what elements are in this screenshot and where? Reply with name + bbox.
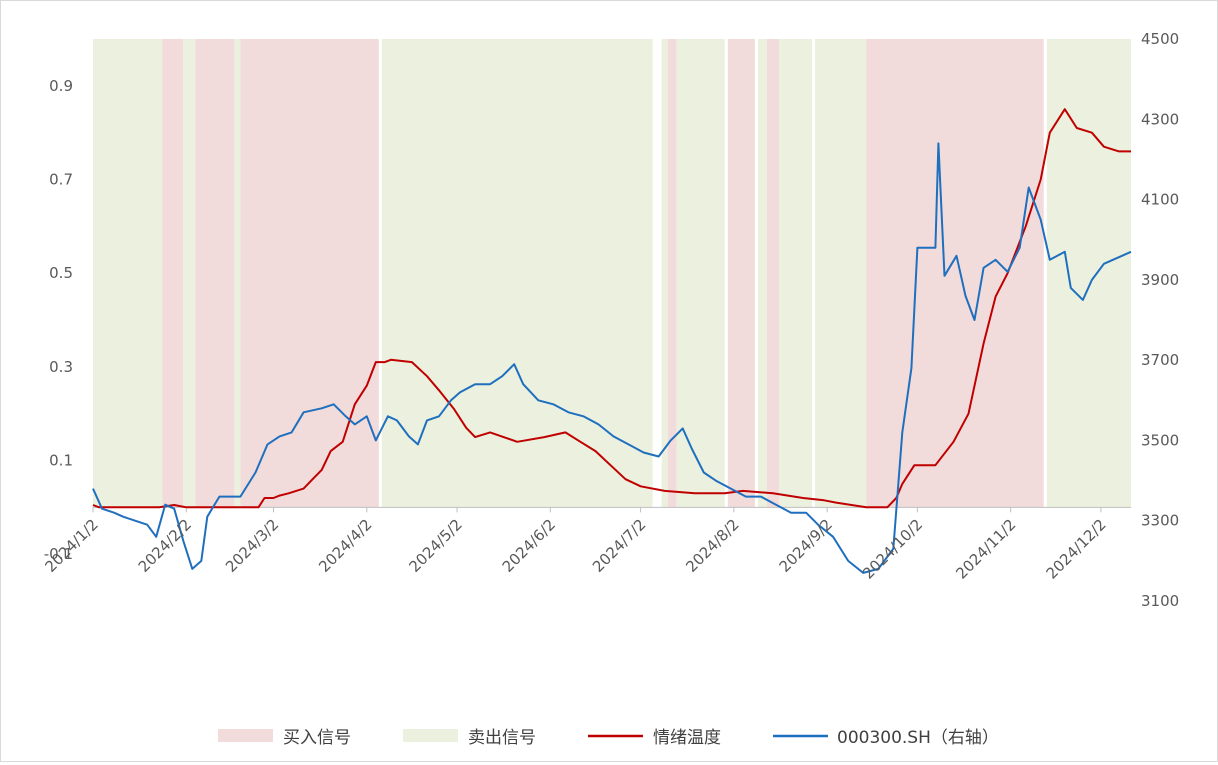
signal-band-buy-10 <box>727 39 755 508</box>
signal-band-buy-12 <box>766 39 779 508</box>
y-left-tick-label-3: 0.5 <box>49 264 73 282</box>
signal-band-sell-14 <box>815 39 867 508</box>
y-right-tick-label-6: 4300 <box>1141 110 1179 128</box>
y-left-tick-label-5: 0.9 <box>49 77 73 95</box>
y-right-tick-label-5: 4100 <box>1141 191 1179 209</box>
y-right-tick-label-2: 3500 <box>1141 431 1179 449</box>
y-left-tick-label-4: 0.7 <box>49 171 73 189</box>
axes <box>92 506 1131 513</box>
y-left-tick-label-2: 0.3 <box>49 358 73 376</box>
x-tick-label-9: 2024/10/2 <box>859 515 926 582</box>
y-right-tick-label-3: 3700 <box>1141 351 1179 369</box>
signal-band-sell-4 <box>234 39 241 508</box>
signal-band-sell-0 <box>93 39 163 508</box>
x-tick-label-5: 2024/6/2 <box>499 515 559 575</box>
signal-band-sell-11 <box>757 39 767 508</box>
x-tick-label-11: 2024/12/2 <box>1043 515 1110 582</box>
signal-band-buy-8 <box>667 39 677 508</box>
legend-label-index: 000300.SH（右轴） <box>837 728 999 748</box>
signal-band-buy-15 <box>866 39 1044 508</box>
series-line-emotion <box>92 108 1131 509</box>
x-tick-label-2: 2024/3/2 <box>222 515 282 575</box>
x-tick-label-4: 2024/5/2 <box>406 515 466 575</box>
signal-band-sell-16 <box>1046 39 1131 508</box>
y-left-tick-label-0: -0.1 <box>44 545 73 563</box>
x-tick-label-8: 2024/9/2 <box>776 515 836 575</box>
signal-band-sell-2 <box>183 39 196 508</box>
x-tick-label-7: 2024/8/2 <box>682 515 742 575</box>
series-lines <box>92 108 1132 574</box>
y-right-tick-label-7: 4500 <box>1141 30 1179 48</box>
legend-label-sell: 卖出信号 <box>468 728 536 748</box>
signal-band-sell-13 <box>778 39 813 508</box>
signal-band-buy-5 <box>240 39 379 508</box>
signal-bands <box>93 39 1131 508</box>
signal-band-sell-7 <box>661 39 668 508</box>
legend-label-buy: 买入信号 <box>283 728 351 748</box>
legend: 买入信号 卖出信号 情绪温度 000300.SH（右轴） <box>218 728 999 748</box>
legend-swatch-buy <box>218 729 273 742</box>
signal-band-sell-6 <box>381 39 653 508</box>
x-tick-label-3: 2024/4/2 <box>315 515 375 575</box>
signal-band-buy-1 <box>162 39 184 508</box>
series-line-index <box>92 142 1132 574</box>
x-tick-label-10: 2024/11/2 <box>952 515 1019 582</box>
legend-label-emotion: 情绪温度 <box>653 728 721 748</box>
x-tick-label-6: 2024/7/2 <box>589 515 649 575</box>
y-left-tick-label-1: 0.1 <box>49 452 73 470</box>
y-right-tick-label-4: 3900 <box>1141 271 1179 289</box>
signal-band-sell-9 <box>676 39 725 508</box>
y-right-tick-label-1: 3300 <box>1141 512 1179 530</box>
y-right-tick-label-0: 3100 <box>1141 592 1179 610</box>
signal-band-buy-3 <box>195 39 235 508</box>
legend-swatch-sell <box>403 729 458 742</box>
